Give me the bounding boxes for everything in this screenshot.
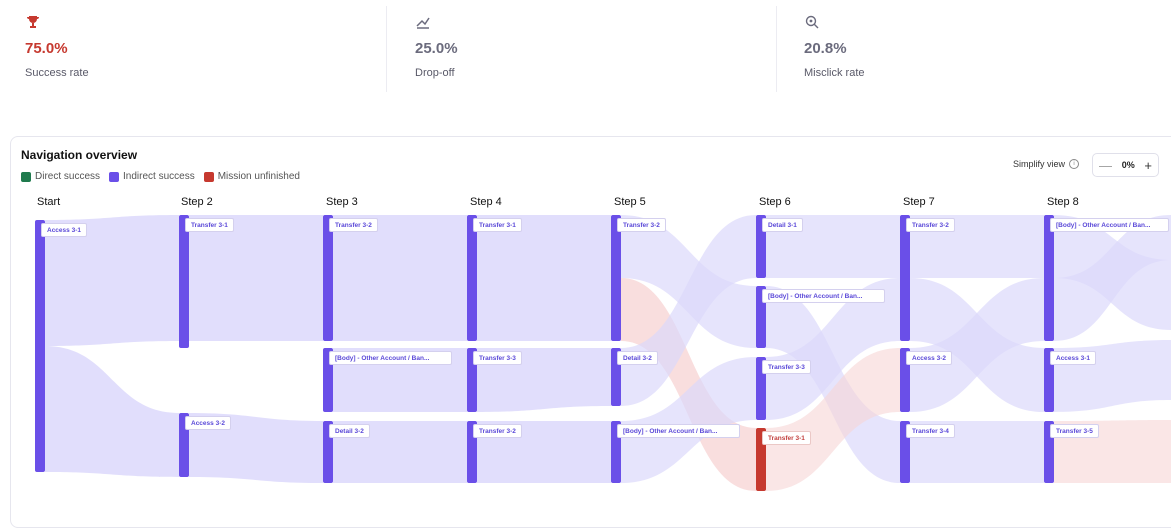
flow-link xyxy=(45,215,179,346)
step-header-5: Step 5 xyxy=(614,196,646,208)
flow-link xyxy=(333,215,467,341)
flow-link xyxy=(766,348,900,491)
trophy-icon xyxy=(27,16,39,28)
node-label[interactable]: Transfer 3-1 xyxy=(185,218,234,232)
flow-link xyxy=(621,357,756,483)
node-label[interactable]: Transfer 3-1 xyxy=(762,431,811,445)
flow-link xyxy=(189,413,323,483)
node-label[interactable]: Transfer 3-1 xyxy=(473,218,522,232)
legend-label: Mission unfinished xyxy=(217,171,300,182)
flow-link xyxy=(189,215,323,341)
success-rate-label: Success rate xyxy=(25,67,89,79)
node-label[interactable]: Transfer 3-2 xyxy=(329,218,378,232)
divider xyxy=(776,6,777,92)
node-label[interactable]: Access 3-1 xyxy=(1050,351,1096,365)
info-icon[interactable]: i xyxy=(1069,159,1080,169)
node-label[interactable]: Transfer 3-2 xyxy=(473,424,522,438)
step-header-3: Step 3 xyxy=(326,196,358,208)
step-header-8: Step 8 xyxy=(1047,196,1079,208)
node-label[interactable]: Access 3-2 xyxy=(185,416,231,430)
stat-misclick-rate: 20.8% Misclick rate xyxy=(804,14,1164,94)
flow-node-bar[interactable] xyxy=(900,215,910,341)
step-header-7: Step 7 xyxy=(903,196,935,208)
node-label[interactable]: [Body] - Other Account / Ban... xyxy=(762,289,885,303)
stat-drop-off: 25.0% Drop-off xyxy=(415,14,775,94)
zoom-control: — 0% + xyxy=(1092,153,1159,177)
simplify-view: Simplify view i xyxy=(1013,159,1080,169)
legend-mission-unfinished: Mission unfinished xyxy=(203,171,300,182)
zoom-out-button[interactable]: — xyxy=(1099,157,1112,173)
flow-node-bar[interactable] xyxy=(35,220,45,472)
step-header-2: Step 2 xyxy=(181,196,213,208)
stat-success-rate: 75.0% Success rate xyxy=(25,14,385,94)
flow-node-bar[interactable] xyxy=(467,215,477,341)
flow-node-bar[interactable] xyxy=(323,215,333,341)
node-label[interactable]: [Body] - Other Account / Ban... xyxy=(329,351,452,365)
step-header-6: Step 6 xyxy=(759,196,791,208)
node-label[interactable]: [Body] - Other Account / Ban... xyxy=(617,424,740,438)
legend-label: Indirect success xyxy=(123,171,195,182)
flow-link xyxy=(910,278,1044,412)
misclick-icon xyxy=(805,15,819,29)
node-label[interactable]: Access 3-2 xyxy=(906,351,952,365)
drop-off-icon xyxy=(416,17,430,29)
node-label[interactable]: Transfer 3-3 xyxy=(762,360,811,374)
flow-node-bar[interactable] xyxy=(611,215,621,341)
legend-indirect-success: Indirect success xyxy=(109,171,195,182)
flow-node-bar[interactable] xyxy=(1044,215,1054,341)
legend-swatch xyxy=(109,171,120,182)
simplify-view-label: Simplify view xyxy=(1013,159,1066,169)
drop-off-label: Drop-off xyxy=(415,67,455,79)
flow-link xyxy=(766,278,900,420)
drop-off-value: 25.0% xyxy=(415,40,458,57)
legend-direct-success: Direct success xyxy=(21,171,100,182)
node-label[interactable]: Detail 3-1 xyxy=(762,218,803,232)
zoom-value: 0% xyxy=(1121,160,1135,170)
panel-title: Navigation overview xyxy=(21,148,138,162)
node-label[interactable]: Access 3-1 xyxy=(41,223,87,237)
step-header-start: Start xyxy=(37,196,61,208)
node-label[interactable]: Transfer 3-2 xyxy=(617,218,666,232)
sankey-flow xyxy=(35,215,1171,491)
legend-swatch xyxy=(21,171,31,182)
flow-link xyxy=(1054,215,1171,341)
success-rate-value: 75.0% xyxy=(25,40,68,57)
flow-link xyxy=(45,346,179,477)
flow-link xyxy=(477,215,611,341)
step-header-4: Step 4 xyxy=(470,196,502,208)
zoom-in-button[interactable]: + xyxy=(1144,157,1152,173)
flow-node-bar[interactable] xyxy=(179,215,189,348)
misclick-rate-label: Misclick rate xyxy=(804,67,865,79)
node-label[interactable]: Transfer 3-4 xyxy=(906,424,955,438)
legend: Direct success Indirect success Mission … xyxy=(21,171,300,182)
node-label[interactable]: Detail 3-2 xyxy=(617,351,658,365)
node-label[interactable]: [Body] - Other Account / Ban... xyxy=(1050,218,1169,232)
legend-swatch xyxy=(203,171,214,182)
divider xyxy=(386,6,387,92)
node-label[interactable]: Transfer 3-5 xyxy=(1050,424,1099,438)
node-label[interactable]: Transfer 3-2 xyxy=(906,218,955,232)
legend-label: Direct success xyxy=(35,171,101,182)
node-label[interactable]: Detail 3-2 xyxy=(329,424,370,438)
flow-link xyxy=(766,286,900,483)
misclick-rate-value: 20.8% xyxy=(804,40,847,57)
node-label[interactable]: Transfer 3-3 xyxy=(473,351,522,365)
